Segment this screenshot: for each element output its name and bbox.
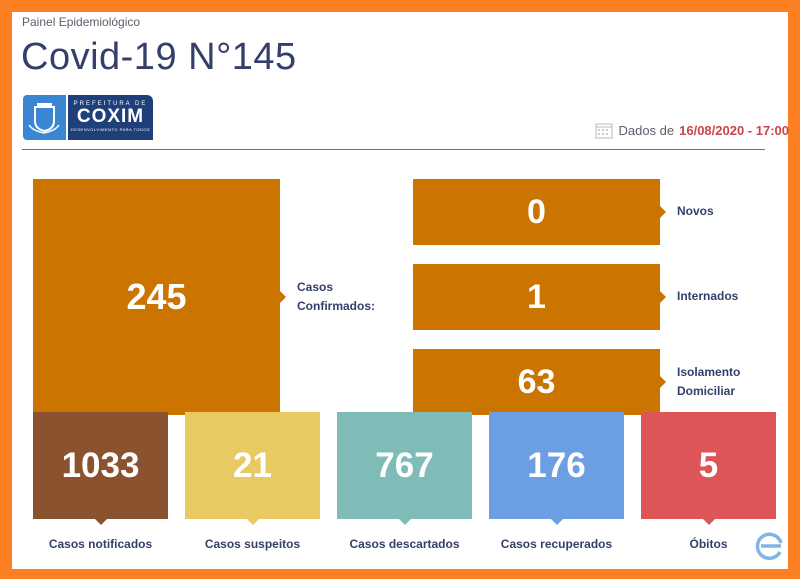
home-isolation-box: 63: [413, 349, 666, 415]
deaths-label: Óbitos: [689, 537, 728, 551]
home-isolation-label: Isolamento Domiciliar: [677, 363, 740, 401]
confirmed-label-line2: Confirmados:: [297, 299, 375, 313]
discarded-value: 767: [375, 445, 434, 485]
deaths-value: 5: [698, 445, 719, 485]
suspected-label: Casos suspeitos: [204, 537, 301, 551]
deaths-box: 5: [641, 412, 776, 525]
e-logo-icon: [753, 530, 785, 562]
confirmed-value: 245: [126, 276, 187, 317]
data-timestamp: Dados de 16/08/2020 - 17:00: [595, 122, 789, 139]
panel-subtitle: Painel Epidemiológico: [22, 15, 141, 29]
recovered-value: 176: [527, 445, 586, 485]
home-isolation-label-line2: Domiciliar: [677, 384, 736, 398]
suspected-cases-box: 21: [185, 412, 320, 525]
notified-cases-box: 1033: [33, 412, 168, 525]
logo-name: COXIM: [76, 106, 145, 127]
header-divider: [22, 149, 765, 150]
confirmed-label-line1: Casos: [297, 280, 334, 294]
date-value: 16/08/2020 - 17:00: [679, 123, 789, 138]
prefeitura-logo: PREFEITURA DE COXIM DESENVOLVIMENTO PARA…: [23, 95, 153, 140]
confirmed-cases-box: 245: [33, 179, 286, 415]
home-isolation-label-line1: Isolamento: [677, 365, 741, 379]
hospitalized-value: 1: [527, 277, 546, 316]
page-title: Covid-19 N°145: [21, 36, 297, 78]
hospitalized-label: Internados: [677, 289, 739, 303]
hospitalized-box: 1: [413, 264, 666, 330]
logo-wordmark: PREFEITURA DE COXIM DESENVOLVIMENTO PARA…: [68, 95, 153, 140]
recovered-label: Casos recuperados: [500, 537, 613, 551]
notified-value: 1033: [61, 445, 140, 485]
home-isolation-value: 63: [517, 362, 556, 401]
logo-tagline: DESENVOLVIMENTO PARA TODOS: [70, 127, 151, 132]
notified-label: Casos notificados: [48, 537, 153, 551]
crest-icon: [23, 95, 66, 140]
date-label: Dados de: [618, 123, 675, 138]
new-cases-value: 0: [527, 192, 546, 231]
new-cases-label: Novos: [677, 204, 714, 218]
suspected-value: 21: [233, 445, 272, 485]
confirmed-label: Casos Confirmados:: [297, 278, 375, 316]
discarded-cases-box: 767: [337, 412, 472, 525]
recovered-cases-box: 176: [489, 412, 624, 525]
new-cases-box: 0: [413, 179, 666, 245]
calendar-icon: [595, 123, 613, 139]
logo-prefix: PREFEITURA DE: [73, 101, 148, 107]
discarded-label: Casos descartados: [349, 537, 460, 551]
